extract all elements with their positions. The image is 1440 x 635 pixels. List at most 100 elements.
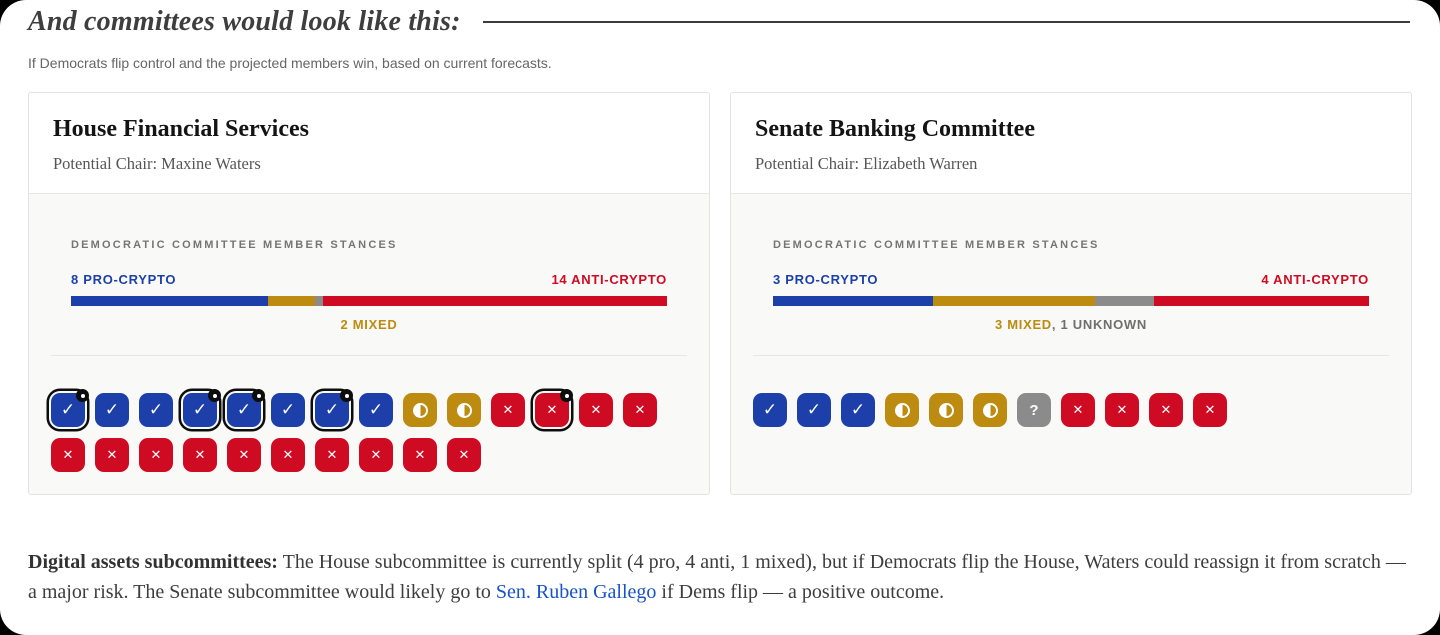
heading-rule bbox=[482, 21, 1410, 23]
potential-chair: Potential Chair: Maxine Waters bbox=[53, 154, 261, 173]
member-tile-anti[interactable]: ✕ bbox=[51, 438, 85, 472]
member-tile-anti[interactable]: ✕ bbox=[1061, 393, 1095, 427]
check-icon: ✓ bbox=[104, 399, 120, 420]
bar-segment-mixed bbox=[267, 296, 315, 306]
member-tile-anti[interactable]: ✕ bbox=[1105, 393, 1139, 427]
mixed-count-label: 2 MIXED bbox=[340, 317, 398, 332]
check-icon: ✓ bbox=[148, 399, 164, 420]
x-icon: ✕ bbox=[194, 447, 206, 463]
member-tile-pro[interactable]: ✓ bbox=[753, 393, 787, 427]
check-icon: ✓ bbox=[280, 399, 296, 420]
section-heading: And committees would look like this: bbox=[28, 6, 461, 37]
member-tile-pro[interactable]: ✓ bbox=[95, 393, 129, 427]
x-icon: ✕ bbox=[458, 447, 470, 463]
check-icon: ✓ bbox=[806, 399, 822, 420]
bar-segment-anti bbox=[323, 296, 667, 306]
potential-chair: Potential Chair: Elizabeth Warren bbox=[755, 154, 978, 173]
member-tile-pro[interactable]: ✓ bbox=[183, 389, 221, 427]
member-tile-pro[interactable]: ✓ bbox=[227, 389, 265, 427]
member-tile-anti[interactable]: ✕ bbox=[1149, 393, 1183, 427]
committee-card-header: Senate Banking Committee Potential Chair… bbox=[731, 93, 1411, 193]
member-tile-anti[interactable]: ✕ bbox=[95, 438, 129, 472]
committee-card: Senate Banking Committee Potential Chair… bbox=[730, 92, 1412, 495]
x-icon: ✕ bbox=[1160, 402, 1172, 418]
check-icon: ✓ bbox=[192, 399, 208, 420]
member-tile-anti[interactable]: ✕ bbox=[535, 389, 573, 427]
member-tile-pro[interactable]: ✓ bbox=[841, 393, 875, 427]
bar-segment-unknown bbox=[314, 296, 324, 306]
x-icon: ✕ bbox=[282, 447, 294, 463]
committee-name: Senate Banking Committee bbox=[755, 116, 1035, 142]
pro-count-label: 8 PRO-CRYPTO bbox=[71, 272, 177, 287]
member-tile-anti[interactable]: ✕ bbox=[491, 393, 525, 427]
member-tile-anti[interactable]: ✕ bbox=[139, 438, 173, 472]
stance-summary: DEMOCRATIC COMMITTEE MEMBER STANCES 3 PR… bbox=[753, 239, 1389, 332]
member-tile-pro[interactable]: ✓ bbox=[797, 393, 831, 427]
bar-segment-unknown bbox=[1095, 296, 1154, 306]
x-icon: ✕ bbox=[62, 447, 74, 463]
x-icon: ✕ bbox=[1204, 402, 1216, 418]
anti-count-label: 4 ANTI-CRYPTO bbox=[1261, 272, 1369, 287]
unknown-count-label: , 1 UNKNOWN bbox=[1051, 317, 1147, 332]
member-tile-anti[interactable]: ✕ bbox=[623, 393, 657, 427]
flag-badge-icon bbox=[340, 389, 353, 402]
member-tile-pro[interactable]: ✓ bbox=[271, 393, 305, 427]
mixed-unknown-label: 3 MIXED, 1 UNKNOWN bbox=[773, 317, 1369, 332]
member-tile-anti[interactable]: ✕ bbox=[447, 438, 481, 472]
member-tile-anti[interactable]: ✕ bbox=[579, 393, 613, 427]
stances-section-label: DEMOCRATIC COMMITTEE MEMBER STANCES bbox=[773, 239, 1100, 251]
member-tile-unknown[interactable]: ? bbox=[1017, 393, 1051, 427]
footnote-text-before-link: The House subcommittee is currently spli… bbox=[28, 551, 1406, 603]
flag-badge-icon bbox=[252, 389, 265, 402]
x-icon: ✕ bbox=[502, 402, 514, 418]
member-tile-mixed[interactable] bbox=[973, 393, 1007, 427]
member-tile-anti[interactable]: ✕ bbox=[1193, 393, 1227, 427]
mixed-unknown-label: 2 MIXED bbox=[71, 317, 667, 332]
x-icon: ✕ bbox=[634, 402, 646, 418]
member-tile-pro[interactable]: ✓ bbox=[139, 393, 173, 427]
section-heading-row: And committees would look like this: bbox=[28, 6, 1412, 38]
stances-section-label: DEMOCRATIC COMMITTEE MEMBER STANCES bbox=[71, 239, 398, 251]
member-tile-anti[interactable]: ✕ bbox=[271, 438, 305, 472]
member-tile-pro[interactable]: ✓ bbox=[315, 389, 353, 427]
member-tile-anti[interactable]: ✕ bbox=[315, 438, 349, 472]
x-icon: ✕ bbox=[1072, 402, 1084, 418]
member-tile-anti[interactable]: ✕ bbox=[359, 438, 393, 472]
x-icon: ✕ bbox=[150, 447, 162, 463]
half-moon-icon bbox=[982, 402, 998, 418]
gallego-link[interactable]: Sen. Ruben Gallego bbox=[495, 581, 657, 603]
member-tile-mixed[interactable] bbox=[403, 393, 437, 427]
x-icon: ✕ bbox=[590, 402, 602, 418]
bar-segment-pro bbox=[773, 296, 934, 306]
x-icon: ✕ bbox=[326, 447, 338, 463]
member-tile-anti[interactable]: ✕ bbox=[227, 438, 261, 472]
committee-card: House Financial Services Potential Chair… bbox=[28, 92, 710, 495]
flag-badge-icon bbox=[76, 389, 89, 402]
half-moon-icon bbox=[456, 402, 472, 418]
bar-segment-pro bbox=[71, 296, 268, 306]
member-tile-mixed[interactable] bbox=[885, 393, 919, 427]
member-tile-pro[interactable]: ✓ bbox=[51, 389, 89, 427]
committee-cards: House Financial Services Potential Chair… bbox=[28, 92, 1412, 495]
stance-bar bbox=[773, 296, 1369, 306]
member-tile-pro[interactable]: ✓ bbox=[359, 393, 393, 427]
check-icon: ✓ bbox=[850, 399, 866, 420]
stance-bar bbox=[71, 296, 667, 306]
committee-name: House Financial Services bbox=[53, 116, 309, 142]
committee-card-header: House Financial Services Potential Chair… bbox=[29, 93, 709, 193]
half-moon-icon bbox=[412, 402, 428, 418]
footnote-lead: Digital assets subcommittees: bbox=[28, 551, 278, 573]
member-grid: ✓ ✓ ✓? ✕ ✕ ✕ ✕ bbox=[753, 393, 1389, 427]
member-tile-anti[interactable]: ✕ bbox=[183, 438, 217, 472]
section-divider bbox=[51, 355, 687, 356]
bar-segment-anti bbox=[1153, 296, 1369, 306]
pro-count-label: 3 PRO-CRYPTO bbox=[773, 272, 879, 287]
member-tile-anti[interactable]: ✕ bbox=[403, 438, 437, 472]
check-icon: ✓ bbox=[762, 399, 778, 420]
stance-summary: DEMOCRATIC COMMITTEE MEMBER STANCES 8 PR… bbox=[51, 239, 687, 332]
check-icon: ✓ bbox=[324, 399, 340, 420]
member-tile-mixed[interactable] bbox=[447, 393, 481, 427]
member-tile-mixed[interactable] bbox=[929, 393, 963, 427]
check-icon: ✓ bbox=[368, 399, 384, 420]
